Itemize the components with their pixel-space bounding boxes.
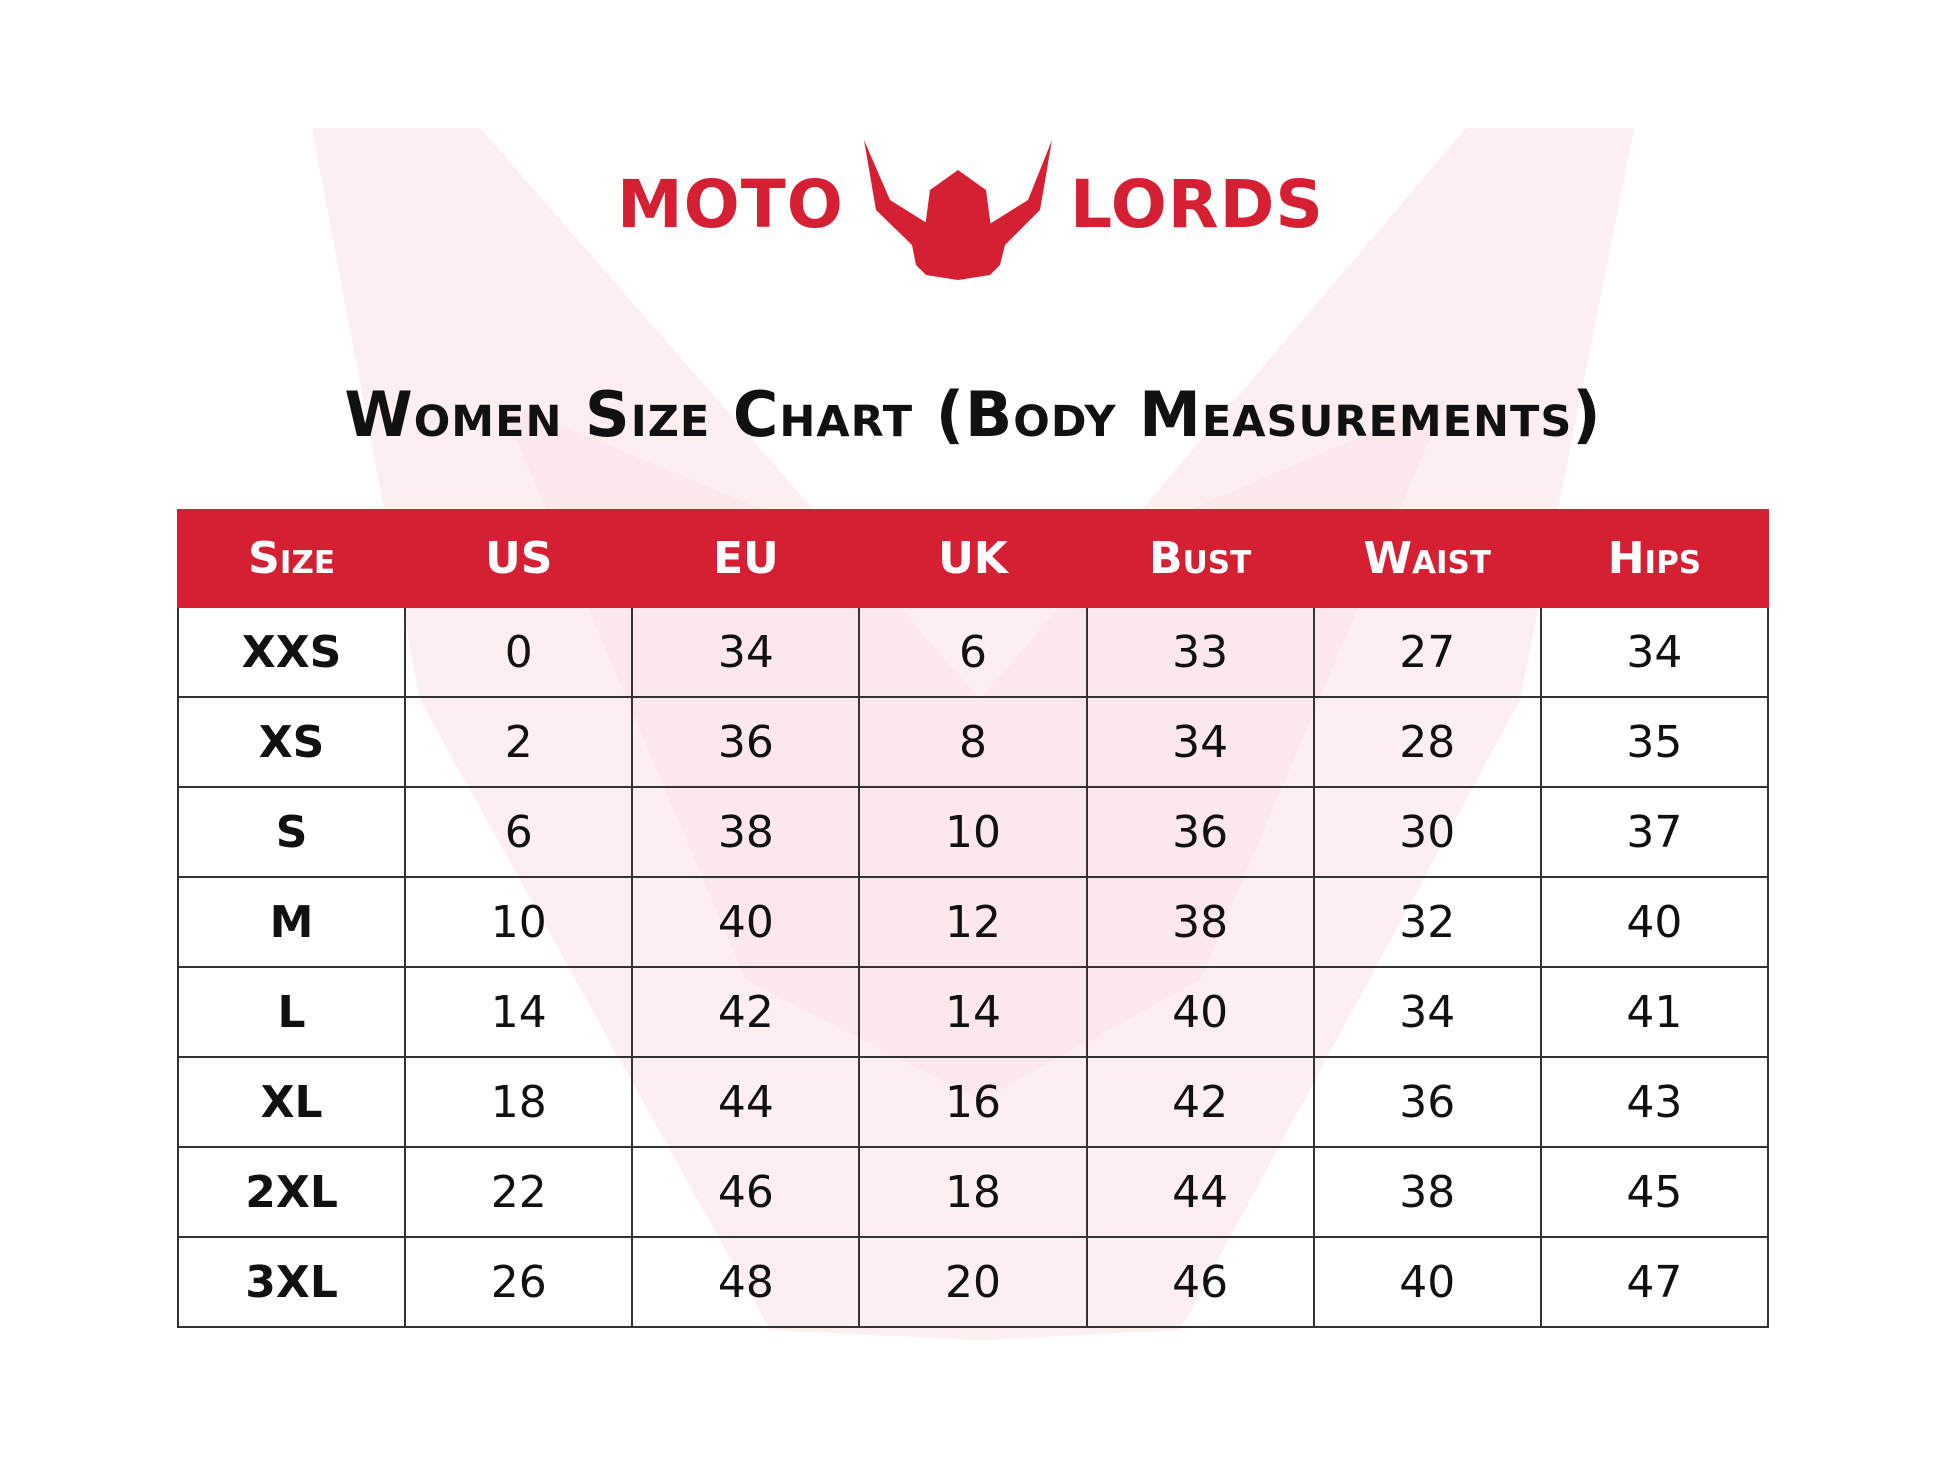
table-row: XS 2 36 8 34 28 35 [176, 696, 1770, 788]
value-cell: 40 [1539, 876, 1770, 968]
value-cell: 47 [1539, 1236, 1770, 1328]
value-cell: 27 [1312, 606, 1542, 698]
header-cell: US [404, 509, 634, 608]
value-cell: 38 [1085, 876, 1315, 968]
value-cell: 33 [1085, 606, 1315, 698]
value-cell: 42 [631, 966, 861, 1058]
value-cell: 18 [858, 1146, 1088, 1238]
value-cell: 6 [858, 606, 1088, 698]
value-cell: 20 [858, 1236, 1088, 1328]
logo-right: LORDS [1070, 166, 1324, 243]
size-cell: XXS [176, 606, 407, 698]
table-row: XL 18 44 16 42 36 43 [176, 1056, 1770, 1148]
table-row: 3XL 26 48 20 46 40 47 [176, 1236, 1770, 1328]
value-cell: 18 [404, 1056, 634, 1148]
value-cell: 37 [1539, 786, 1770, 878]
value-cell: 36 [1312, 1056, 1542, 1148]
value-cell: 46 [1085, 1236, 1315, 1328]
value-cell: 12 [858, 876, 1088, 968]
table-row: 2XL 22 46 18 44 38 45 [176, 1146, 1770, 1238]
value-cell: 43 [1539, 1056, 1770, 1148]
value-cell: 30 [1312, 786, 1542, 878]
size-cell: M [176, 876, 407, 968]
value-cell: 36 [631, 696, 861, 788]
logo-icon [864, 140, 1052, 280]
table-row: M 10 40 12 38 32 40 [176, 876, 1770, 968]
value-cell: 40 [1085, 966, 1315, 1058]
value-cell: 34 [631, 606, 861, 698]
size-cell: L [176, 966, 407, 1058]
header-row: Size US EU UK Bust Waist Hips [176, 509, 1770, 608]
size-cell: 2XL [176, 1146, 407, 1238]
value-cell: 32 [1312, 876, 1542, 968]
header-cell: Bust [1085, 509, 1315, 608]
value-cell: 8 [858, 696, 1088, 788]
size-table: Size US EU UK Bust Waist Hips XXS 0 34 6 33 27 34 XS 2 3… [176, 509, 1770, 1328]
value-cell: 36 [1085, 786, 1315, 878]
value-cell: 46 [631, 1146, 861, 1238]
value-cell: 34 [1085, 696, 1315, 788]
size-cell: XL [176, 1056, 407, 1148]
header-cell: Waist [1312, 509, 1542, 608]
value-cell: 10 [858, 786, 1088, 878]
value-cell: 38 [631, 786, 861, 878]
value-cell: 26 [404, 1236, 634, 1328]
value-cell: 45 [1539, 1146, 1770, 1238]
value-cell: 2 [404, 696, 634, 788]
table-row: XXS 0 34 6 33 27 34 [176, 606, 1770, 698]
value-cell: 48 [631, 1236, 861, 1328]
value-cell: 6 [404, 786, 634, 878]
header-cell: Hips [1539, 509, 1770, 608]
value-cell: 38 [1312, 1146, 1542, 1238]
value-cell: 34 [1312, 966, 1542, 1058]
value-cell: 34 [1539, 606, 1770, 698]
value-cell: 16 [858, 1056, 1088, 1148]
table-row: L 14 42 14 40 34 41 [176, 966, 1770, 1058]
value-cell: 44 [631, 1056, 861, 1148]
header-cell: Size [176, 509, 407, 608]
value-cell: 10 [404, 876, 634, 968]
value-cell: 0 [404, 606, 634, 698]
value-cell: 14 [858, 966, 1088, 1058]
title: Women Size Chart (Body Measurements) [344, 378, 1602, 451]
header-cell: EU [631, 509, 861, 608]
value-cell: 28 [1312, 696, 1542, 788]
value-cell: 40 [1312, 1236, 1542, 1328]
value-cell: 41 [1539, 966, 1770, 1058]
value-cell: 44 [1085, 1146, 1315, 1238]
logo-left: MOTO [617, 166, 844, 243]
size-cell: S [176, 786, 407, 878]
value-cell: 14 [404, 966, 634, 1058]
header-cell: UK [858, 509, 1088, 608]
value-cell: 22 [404, 1146, 634, 1238]
value-cell: 35 [1539, 696, 1770, 788]
table-row: S 6 38 10 36 30 37 [176, 786, 1770, 878]
value-cell: 42 [1085, 1056, 1315, 1148]
size-cell: XS [176, 696, 407, 788]
value-cell: 40 [631, 876, 861, 968]
size-cell: 3XL [176, 1236, 407, 1328]
